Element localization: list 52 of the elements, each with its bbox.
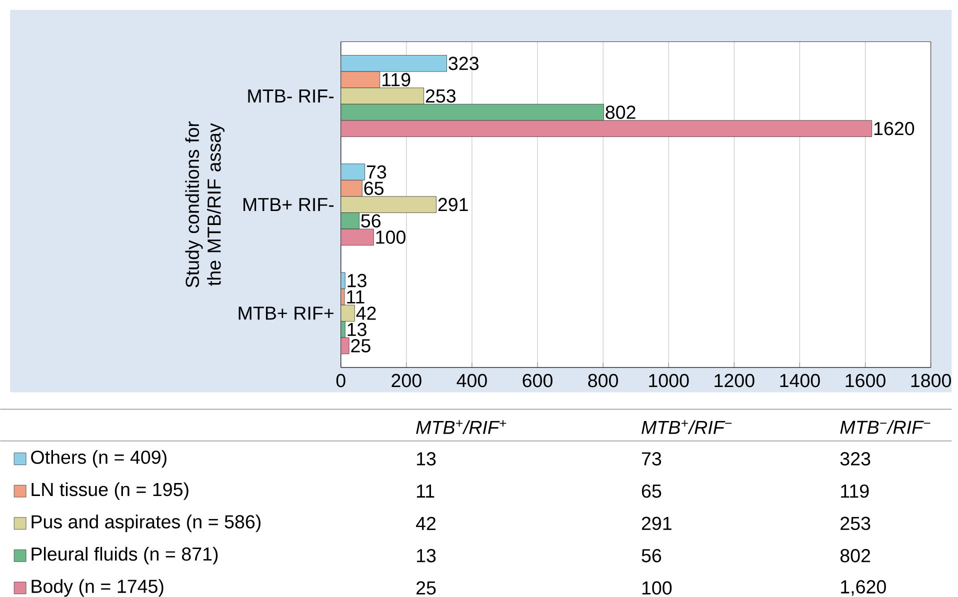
x-tick-label: 1800 <box>911 374 951 388</box>
legend-label: Body (n = 1745) <box>32 579 164 597</box>
text: 56 <box>642 549 662 562</box>
data-label: 13 <box>348 274 366 288</box>
text: 119 <box>841 484 869 498</box>
data-label: 13 <box>348 322 366 336</box>
data-label: 11 <box>347 290 364 304</box>
text: 13 <box>416 549 436 562</box>
data-label: 73 <box>366 165 386 179</box>
y-axis-title: Study conditions for the MTB/RIF assay <box>185 121 225 288</box>
x-tick-label: 800 <box>588 374 618 388</box>
y-tick-label: MTB+ RIF- <box>244 198 334 212</box>
text: MTB$^{−}$/RIF$^{−}$ <box>840 420 930 434</box>
data-label: 100 <box>376 230 406 244</box>
data-label: 1620 <box>874 122 914 136</box>
text: MTB$^{+}$/RIF$^{+}$ <box>416 420 506 434</box>
text: 1,620 <box>841 580 886 596</box>
data-label: 802 <box>606 106 636 119</box>
data-label: 119 <box>382 73 410 86</box>
text: 100 <box>642 581 672 595</box>
text: 42 <box>416 516 436 530</box>
data-label: 291 <box>438 198 468 212</box>
text: 323 <box>840 452 870 466</box>
x-tick-label: 400 <box>456 374 487 388</box>
x-tick-label: 1200 <box>714 374 754 388</box>
x-tick-label: 0 <box>336 374 346 388</box>
legend-label: Pus and aspirates (n = 586) <box>32 514 260 532</box>
data-label: 253 <box>426 89 456 103</box>
data-label: 65 <box>364 182 384 195</box>
text: MTB$^{+}$/RIF$^{−}$ <box>642 420 732 434</box>
legend-label: LN tissue (n = 195) <box>32 482 188 500</box>
text: 11 <box>416 484 434 498</box>
text: 25 <box>416 581 436 595</box>
data-label: 25 <box>351 339 370 352</box>
text: 73 <box>642 452 662 466</box>
data-label: 42 <box>356 306 376 320</box>
y-tick-label: MTB+ RIF+ <box>238 306 334 320</box>
legend-label: Others (n = 409) <box>31 450 166 468</box>
y-tick-label: MTB- RIF- <box>248 90 334 103</box>
x-tick-label: 200 <box>392 374 422 388</box>
text: 253 <box>840 516 870 530</box>
x-tick-label: 1000 <box>649 374 689 388</box>
text: 13 <box>416 452 436 466</box>
data-label: 56 <box>361 214 380 228</box>
text: 802 <box>840 549 870 562</box>
x-tick-label: 1600 <box>846 374 886 388</box>
text: 291 <box>642 516 672 530</box>
x-tick-label: 1400 <box>780 374 820 388</box>
x-tick-label: 600 <box>522 374 552 388</box>
text: 65 <box>642 484 662 498</box>
data-label: 323 <box>448 56 478 70</box>
legend-label: Pleural fluids (n = 871) <box>32 546 218 564</box>
